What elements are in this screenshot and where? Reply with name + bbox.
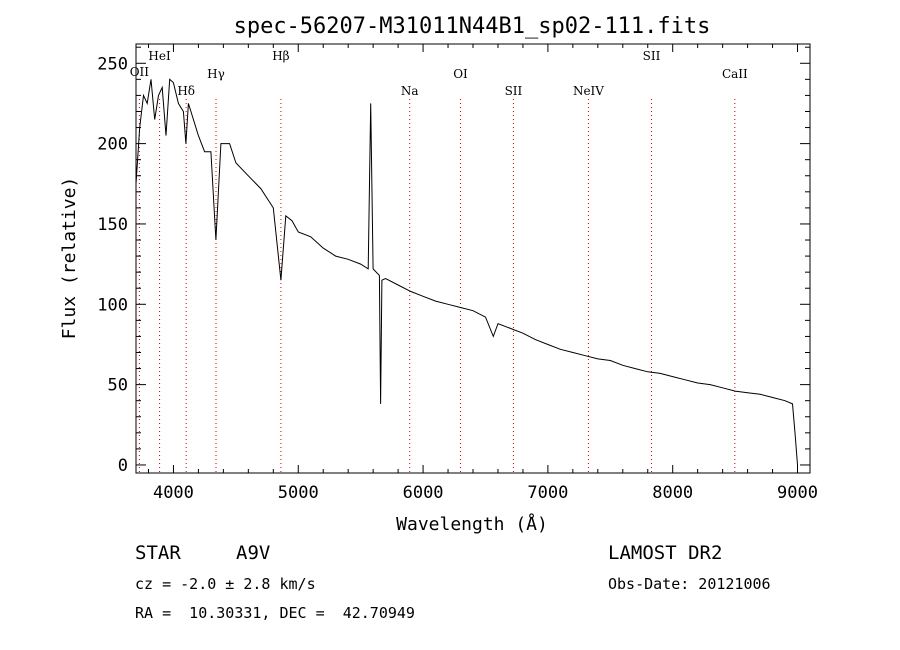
- x-tick-label: 8000: [652, 483, 693, 503]
- survey-name: LAMOST DR2: [608, 542, 723, 564]
- spectral-subclass: A9V: [236, 542, 271, 564]
- x-tick-label: 9000: [777, 483, 818, 503]
- line-marker-label: OII: [130, 65, 150, 79]
- y-tick-label: 250: [97, 54, 128, 74]
- y-tick-label: 100: [97, 295, 128, 315]
- plot-frame: [135, 43, 811, 474]
- line-marker-label: SII: [643, 49, 661, 63]
- observation-date: Obs-Date: 20121006: [608, 575, 771, 593]
- line-marker-label: SII: [505, 84, 523, 98]
- x-tick-label: 6000: [403, 483, 444, 503]
- y-axis: 0 50 100 150 200 250: [97, 46, 810, 476]
- coordinates: RA = 10.30331, DEC = 42.70949: [135, 604, 415, 622]
- object-type: STAR: [135, 542, 181, 564]
- x-tick-label: 4000: [153, 483, 194, 503]
- series-layer: [135, 78, 798, 466]
- line-marker-label: HeI: [148, 49, 171, 63]
- y-tick-label: 150: [97, 215, 128, 235]
- line-marker-label: Hβ: [272, 49, 289, 63]
- x-axis-label: Wavelength (Å): [396, 513, 548, 535]
- redshift-line: cz = -2.0 ± 2.8 km/s: [135, 575, 316, 593]
- x-tick-label: 7000: [527, 483, 568, 503]
- chart-title: spec-56207-M31011N44B1_sp02-111.fits: [234, 14, 711, 39]
- line-marker-layer: OII HeI Hδ Hγ Hβ Na OI SII NeIV SII CaII: [130, 49, 748, 473]
- y-tick-label: 50: [108, 376, 128, 396]
- x-axis: 4000 5000 6000 7000 8000 9000: [147, 44, 818, 503]
- spectrum-line-0: [135, 78, 798, 466]
- y-tick-label: 0: [118, 456, 128, 476]
- line-marker-label: CaII: [722, 67, 748, 81]
- line-marker-label: Na: [401, 84, 419, 98]
- y-axis-label: Flux (relative): [59, 177, 80, 340]
- line-marker-label: Hγ: [207, 67, 225, 81]
- x-tick-label: 5000: [278, 483, 319, 503]
- line-marker-label: OI: [453, 67, 468, 81]
- y-tick-label: 200: [97, 135, 128, 155]
- line-marker-label: NeIV: [573, 84, 604, 98]
- line-marker-label: Hδ: [177, 84, 195, 98]
